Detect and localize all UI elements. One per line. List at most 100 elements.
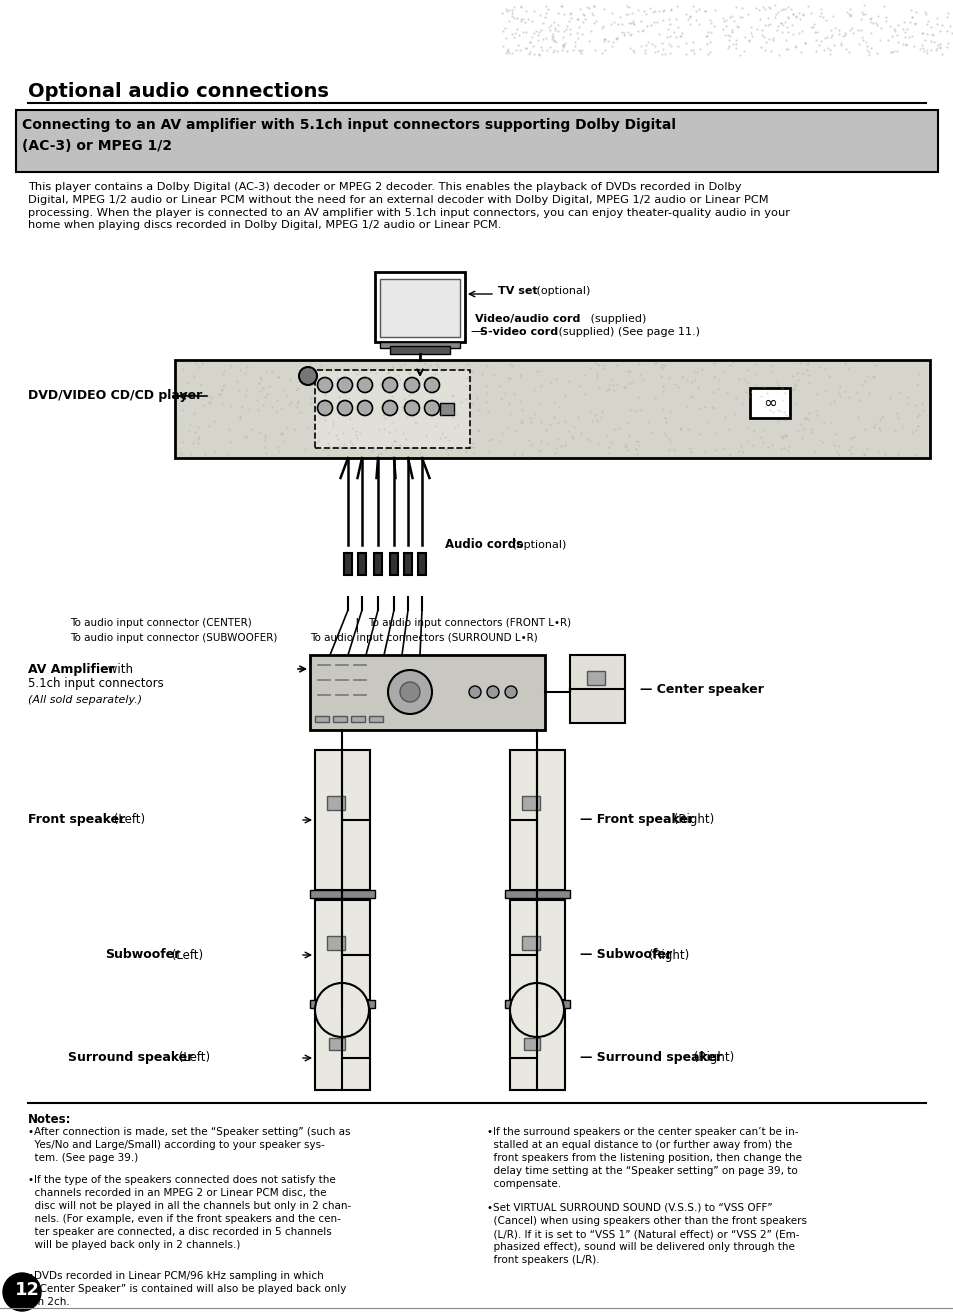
Circle shape: [424, 401, 439, 415]
Circle shape: [298, 367, 316, 385]
Text: Video/audio cord: Video/audio cord: [475, 314, 579, 325]
Bar: [504, 1000, 569, 1008]
Text: •If the surround speakers or the center speaker can’t be in-
  stalled at an equ: •If the surround speakers or the center …: [486, 1127, 801, 1189]
Circle shape: [337, 377, 352, 393]
Text: AV Amplifier: AV Amplifier: [28, 664, 114, 675]
Circle shape: [317, 401, 333, 415]
Text: •DVDs recorded in Linear PCM/96 kHz sampling in which
  “Center Speaker” is cont: •DVDs recorded in Linear PCM/96 kHz samp…: [28, 1271, 346, 1307]
Circle shape: [382, 377, 397, 393]
Text: (Left): (Left): [174, 1051, 210, 1064]
Text: •Set VIRTUAL SURROUND SOUND (V.S.S.) to “VSS OFF”
  (Cancel) when using speakers: •Set VIRTUAL SURROUND SOUND (V.S.S.) to …: [486, 1204, 806, 1265]
Circle shape: [404, 401, 419, 415]
Text: Optional audio connections: Optional audio connections: [28, 81, 329, 101]
Circle shape: [388, 670, 432, 714]
Text: (supplied): (supplied): [586, 314, 646, 325]
Bar: [357, 553, 366, 576]
Bar: [504, 890, 569, 897]
Bar: [379, 279, 459, 336]
Circle shape: [510, 983, 563, 1037]
Text: |: |: [354, 618, 358, 632]
Circle shape: [317, 377, 333, 393]
Circle shape: [504, 686, 517, 698]
Text: Front speaker: Front speaker: [28, 813, 125, 827]
Bar: [310, 654, 544, 731]
Text: 12: 12: [15, 1281, 40, 1300]
Circle shape: [337, 401, 352, 415]
Bar: [379, 342, 459, 348]
Text: To audio input connector (CENTER): To audio input connector (CENTER): [70, 618, 252, 628]
Text: — Front speaker: — Front speaker: [579, 813, 693, 827]
Circle shape: [404, 377, 419, 393]
Text: (Right): (Right): [689, 1051, 734, 1064]
Bar: [510, 750, 564, 890]
Circle shape: [486, 686, 498, 698]
Circle shape: [357, 401, 372, 415]
Bar: [417, 553, 426, 576]
Text: (optional): (optional): [509, 540, 566, 551]
Bar: [439, 403, 454, 415]
Text: with: with: [104, 664, 132, 675]
Text: To audio input connectors (SURROUND L•R): To audio input connectors (SURROUND L•R): [310, 633, 537, 643]
Bar: [523, 1038, 539, 1050]
Bar: [390, 553, 397, 576]
Text: To audio input connectors (FRONT L•R): To audio input connectors (FRONT L•R): [368, 618, 571, 628]
Text: Audio cords: Audio cords: [444, 539, 522, 552]
Bar: [586, 671, 604, 685]
Circle shape: [382, 401, 397, 415]
Bar: [327, 796, 345, 809]
Bar: [327, 936, 345, 950]
Text: Surround speaker: Surround speaker: [68, 1051, 193, 1064]
Text: — Subwoofer: — Subwoofer: [579, 949, 672, 962]
Bar: [521, 936, 539, 950]
Text: 5.1ch input connectors: 5.1ch input connectors: [28, 677, 164, 690]
Text: TV set: TV set: [497, 286, 537, 296]
Bar: [390, 346, 450, 353]
Text: (Left): (Left): [168, 949, 203, 962]
Text: (optional): (optional): [533, 286, 590, 296]
Bar: [329, 1038, 345, 1050]
Bar: [310, 1000, 375, 1008]
Text: (Left): (Left): [110, 813, 145, 827]
Bar: [314, 750, 370, 890]
Text: Subwoofer: Subwoofer: [105, 949, 180, 962]
Text: •After connection is made, set the “Speaker setting” (such as
  Yes/No and Large: •After connection is made, set the “Spea…: [28, 1127, 350, 1163]
Bar: [314, 900, 370, 1000]
Bar: [375, 272, 464, 342]
Text: Notes:: Notes:: [28, 1113, 71, 1126]
Bar: [314, 1010, 370, 1091]
Circle shape: [3, 1273, 41, 1311]
Bar: [374, 553, 381, 576]
Bar: [344, 553, 352, 576]
Bar: [314, 371, 470, 448]
Bar: [569, 654, 624, 723]
Bar: [16, 110, 937, 172]
Text: This player contains a Dolby Digital (AC-3) decoder or MPEG 2 decoder. This enab: This player contains a Dolby Digital (AC…: [28, 183, 789, 230]
Bar: [749, 388, 789, 418]
Circle shape: [399, 682, 419, 702]
Text: (Right): (Right): [669, 813, 714, 827]
Text: — Surround speaker: — Surround speaker: [579, 1051, 721, 1064]
Bar: [510, 900, 564, 1000]
Text: (All sold separately.): (All sold separately.): [28, 695, 142, 706]
Circle shape: [314, 983, 369, 1037]
Bar: [314, 716, 329, 721]
Text: (Right): (Right): [644, 949, 688, 962]
Text: To audio input connector (SUBWOOFER): To audio input connector (SUBWOOFER): [70, 633, 277, 643]
Text: •If the type of the speakers connected does not satisfy the
  channels recorded : •If the type of the speakers connected d…: [28, 1175, 351, 1250]
Text: Connecting to an AV amplifier with 5.1ch input connectors supporting Dolby Digit: Connecting to an AV amplifier with 5.1ch…: [22, 118, 676, 152]
Bar: [333, 716, 347, 721]
Bar: [351, 716, 365, 721]
Circle shape: [424, 377, 439, 393]
Bar: [403, 553, 412, 576]
Text: DVD/VIDEO CD/CD player: DVD/VIDEO CD/CD player: [28, 389, 202, 402]
Text: S-video cord: S-video cord: [479, 327, 558, 336]
Text: —: —: [470, 326, 482, 339]
Text: ∞: ∞: [762, 394, 776, 413]
Bar: [521, 796, 539, 809]
Bar: [174, 360, 929, 459]
Circle shape: [357, 377, 372, 393]
Text: (supplied) (See page 11.): (supplied) (See page 11.): [555, 327, 700, 336]
Text: — Center speaker: — Center speaker: [639, 682, 763, 695]
Circle shape: [469, 686, 480, 698]
Bar: [310, 890, 375, 897]
